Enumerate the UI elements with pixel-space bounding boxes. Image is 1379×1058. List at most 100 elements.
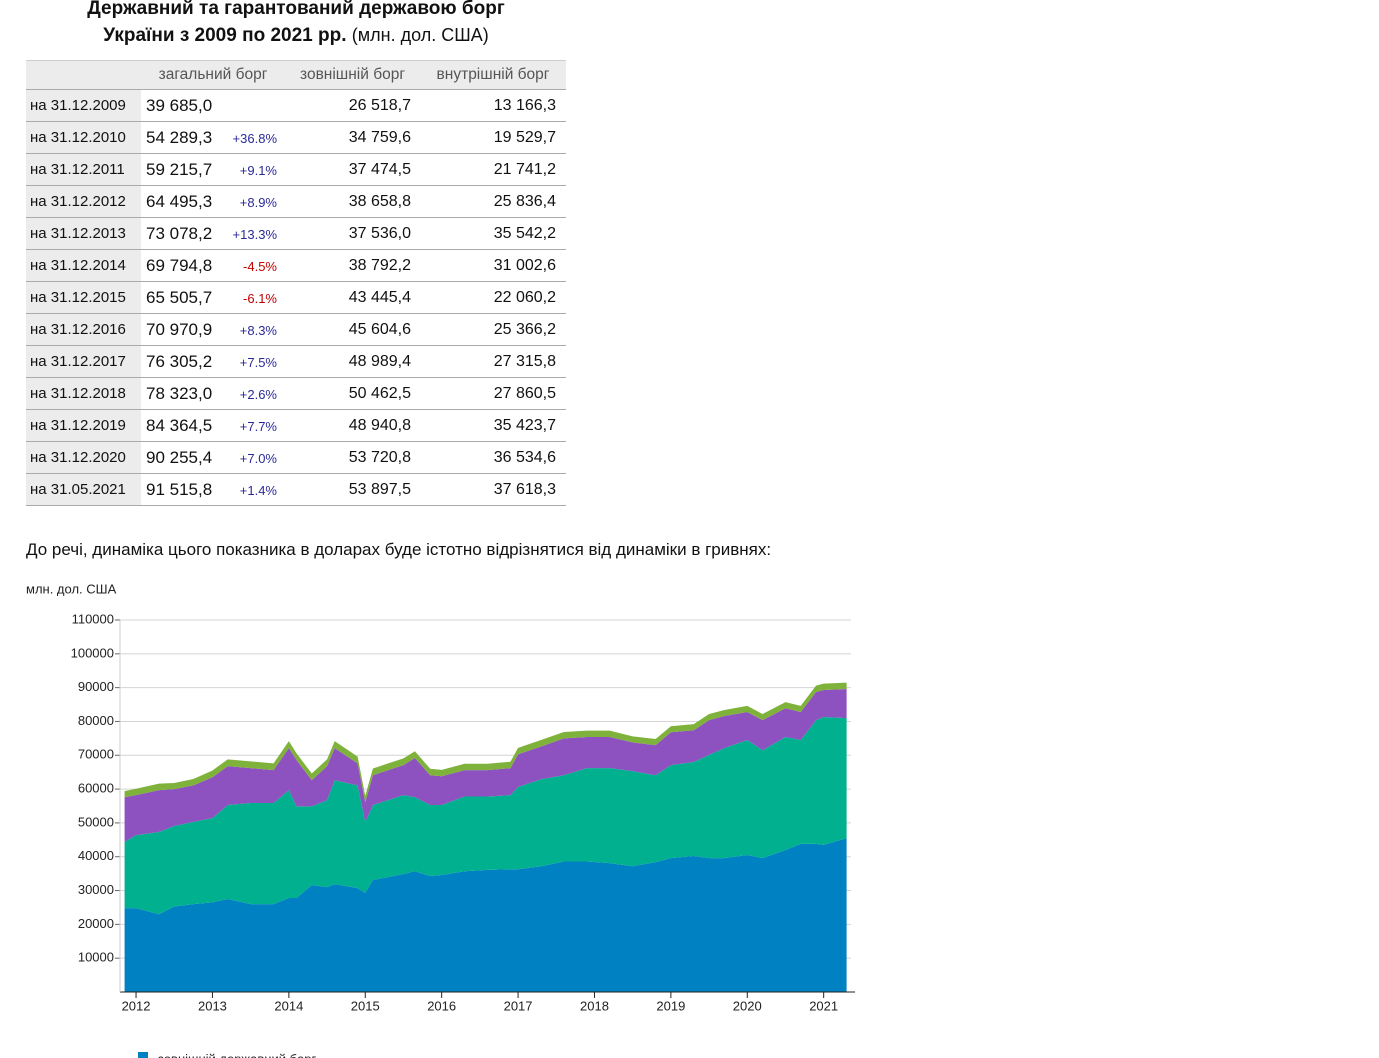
table-row: на 31.05.2021 91 515,8 +1.4% 53 897,5 37 618…	[26, 473, 566, 506]
external-cell: 34 759,6	[285, 121, 420, 154]
external-cell: 45 604,6	[285, 313, 420, 346]
total-cell: 84 364,5 +7.7%	[141, 409, 285, 442]
total-cell: 90 255,4 +7.0%	[141, 441, 285, 474]
y-tick-label: 80000	[78, 713, 114, 728]
change-value: +1.4%	[239, 483, 277, 498]
header-cell	[26, 60, 141, 90]
external-cell: 38 792,2	[285, 249, 420, 282]
date-cell: на 31.12.2010	[26, 121, 141, 154]
date-cell: на 31.12.2016	[26, 313, 141, 346]
table-row: на 31.12.2014 69 794,8 -4.5% 38 792,2 31 002…	[26, 249, 566, 282]
table-row: на 31.12.2012 64 495,3 +8.9% 38 658,8 25 836…	[26, 185, 566, 218]
internal-cell: 19 529,7	[420, 121, 566, 154]
y-tick-label: 60000	[78, 781, 114, 796]
total-cell: 59 215,7 +9.1%	[141, 153, 285, 186]
date-cell: на 31.12.2009	[26, 89, 141, 122]
internal-cell: 27 315,8	[420, 345, 566, 378]
paragraph: До речі, динаміка цього показника в дола…	[26, 540, 772, 559]
total-value: 90 255,4	[146, 447, 213, 467]
date-cell: на 31.12.2018	[26, 377, 141, 410]
y-tick-label: 10000	[78, 950, 114, 965]
y-tick-label: 100000	[71, 645, 114, 660]
table-row: на 31.12.2017 76 305,2 +7.5% 48 989,4 27 315…	[26, 345, 566, 378]
x-tick-label: 2019	[656, 998, 685, 1013]
area	[124, 838, 847, 992]
total-cell: 69 794,8 -4.5%	[141, 249, 285, 282]
legend-label: зовнішній державний борг	[158, 1051, 316, 1058]
total-cell: 91 515,8 +1.4%	[141, 473, 285, 506]
external-cell: 53 720,8	[285, 441, 420, 474]
external-cell: 43 445,4	[285, 281, 420, 314]
title-unit: (млн. дол. США)	[351, 25, 489, 45]
change-value: +9.1%	[239, 163, 277, 178]
total-value: 91 515,8	[146, 479, 213, 499]
external-cell: 37 536,0	[285, 217, 420, 250]
total-cell: 54 289,3 +36.8%	[141, 121, 285, 154]
total-cell: 64 495,3 +8.9%	[141, 185, 285, 218]
title-line: Державний та гарантований державою борг	[87, 0, 505, 19]
date-cell: на 31.12.2012	[26, 185, 141, 218]
table-row: на 31.12.2018 78 323,0 +2.6% 50 462,5 27 860…	[26, 377, 566, 410]
total-value: 76 305,2	[146, 351, 213, 371]
change-value: +8.3%	[239, 323, 277, 338]
total-value: 65 505,7	[146, 287, 213, 307]
internal-cell: 22 060,2	[420, 281, 566, 314]
table-row: на 31.12.2019 84 364,5 +7.7% 48 940,8 35 423…	[26, 409, 566, 442]
title: Державний та гарантований державою борг …	[26, 0, 566, 49]
total-value: 69 794,8	[146, 255, 213, 275]
internal-cell: 36 534,6	[420, 441, 566, 474]
change-value: -4.5%	[243, 259, 277, 274]
area	[124, 688, 847, 842]
x-tick-label: 2020	[733, 998, 762, 1013]
date-cell: на 31.12.2015	[26, 281, 141, 314]
internal-cell: 25 366,2	[420, 313, 566, 346]
date-cell: на 31.12.2019	[26, 409, 141, 442]
x-tick-label: 2017	[504, 998, 533, 1013]
internal-cell: 37 618,3	[420, 473, 566, 506]
table-row: на 31.12.2010 54 289,3 +36.8% 34 759,6 19 52…	[26, 121, 566, 154]
table-row: на 31.12.2020 90 255,4 +7.0% 53 720,8 36 534…	[26, 441, 566, 474]
y-tick-label: 50000	[78, 814, 114, 829]
change-value: +13.3%	[232, 227, 277, 242]
total-cell: 76 305,2 +7.5%	[141, 345, 285, 378]
date-cell: на 31.12.2017	[26, 345, 141, 378]
total-cell: 65 505,7 -6.1%	[141, 281, 285, 314]
external-cell: 50 462,5	[285, 377, 420, 410]
internal-cell: 35 542,2	[420, 217, 566, 250]
external-cell: 38 658,8	[285, 185, 420, 218]
table-row: на 31.12.2009 39 685,0 26 518,7 13 166,3	[26, 89, 566, 122]
legend-swatch	[138, 1052, 148, 1058]
internal-cell: 31 002,6	[420, 249, 566, 282]
x-tick-label: 2021	[809, 998, 838, 1013]
total-value: 54 289,3	[146, 127, 213, 147]
change-value: -6.1%	[243, 291, 277, 306]
header-cell: внутрішній борг	[420, 60, 566, 90]
y-tick-label: 70000	[78, 747, 114, 762]
total-value: 59 215,7	[146, 159, 213, 179]
header-cell: зовнішній борг	[285, 60, 420, 90]
external-cell: 48 940,8	[285, 409, 420, 442]
change-value: +8.9%	[239, 195, 277, 210]
debt-table: загальний борг зовнішній борг внутрішній б…	[26, 60, 566, 506]
total-cell: 73 078,2 +13.3%	[141, 217, 285, 250]
external-cell: 48 989,4	[285, 345, 420, 378]
internal-cell: 35 423,7	[420, 409, 566, 442]
total-value: 70 970,9	[146, 319, 213, 339]
area	[124, 717, 847, 915]
external-cell: 53 897,5	[285, 473, 420, 506]
y-tick-label: 20000	[78, 916, 114, 931]
x-tick-label: 2014	[274, 998, 303, 1013]
total-value: 73 078,2	[146, 223, 213, 243]
external-cell: 26 518,7	[285, 89, 420, 122]
change-value: +36.8%	[232, 131, 277, 146]
table-row: на 31.12.2013 73 078,2 +13.3% 37 536,0 35 54…	[26, 217, 566, 250]
internal-cell: 27 860,5	[420, 377, 566, 410]
total-cell: 78 323,0 +2.6%	[141, 377, 285, 410]
title-line: України з 2009 по 2021 рр.	[103, 25, 347, 46]
change-value: +7.7%	[239, 419, 277, 434]
y-tick-label: 40000	[78, 848, 114, 863]
total-value: 84 364,5	[146, 415, 213, 435]
header-cell: загальний борг	[141, 60, 285, 90]
header-row: загальний борг зовнішній борг внутрішній б…	[26, 60, 566, 90]
